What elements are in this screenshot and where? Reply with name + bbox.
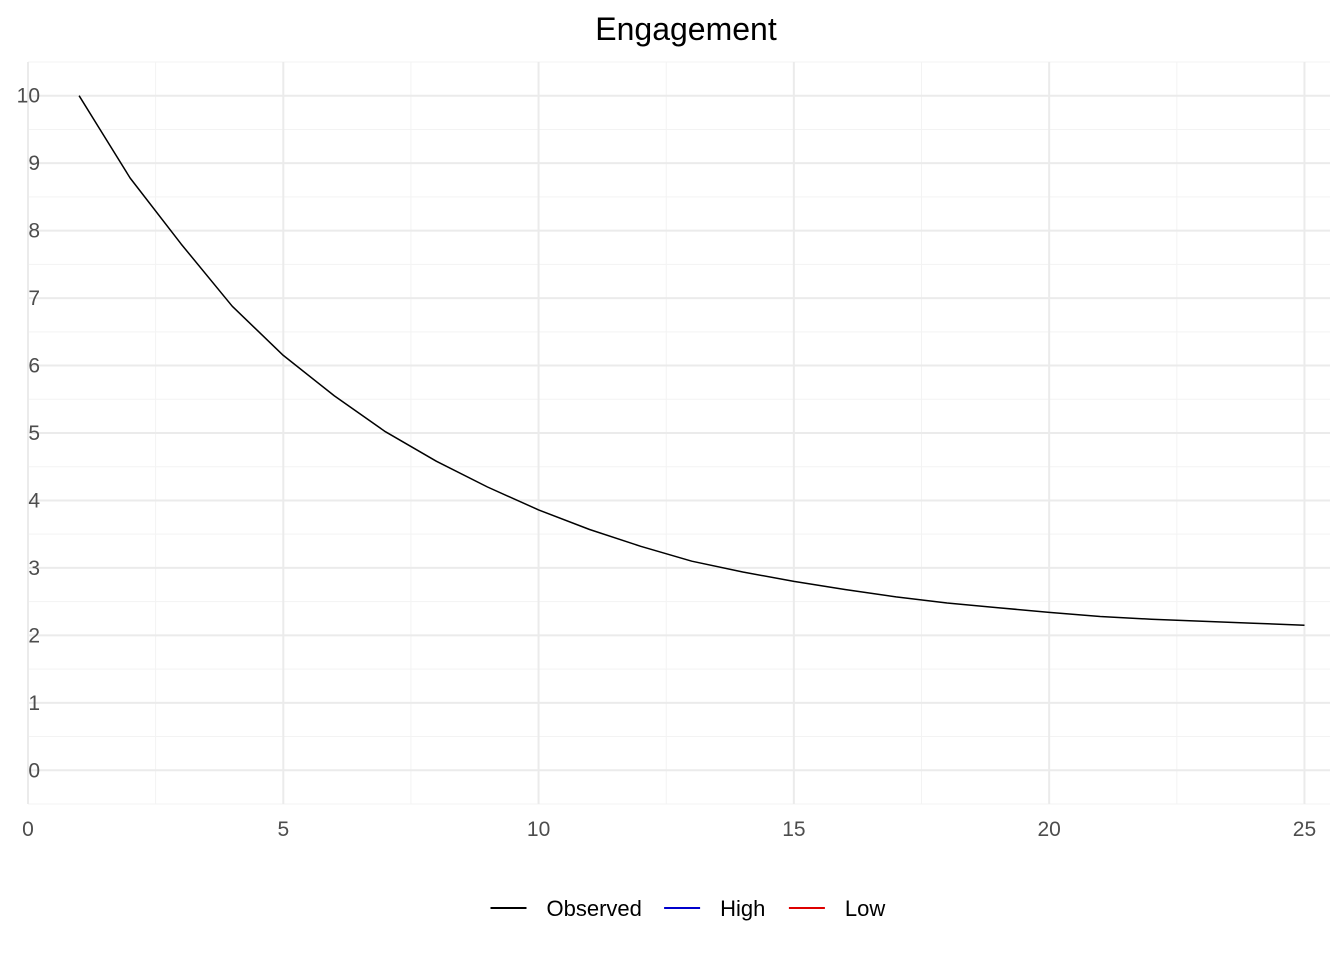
y-tick-label: 2 (28, 624, 40, 647)
legend-label-low: Low (845, 896, 885, 921)
x-tick-label: 20 (1037, 818, 1060, 841)
y-tick-label: 1 (28, 692, 40, 715)
x-tick-label: 0 (22, 818, 34, 841)
x-tick-label: 15 (782, 818, 805, 841)
y-tick-label: 3 (28, 557, 40, 580)
x-tick-label: 25 (1293, 818, 1316, 841)
y-tick-label: 7 (28, 287, 40, 310)
x-tick-label: 5 (277, 818, 289, 841)
x-tick-label: 10 (527, 818, 550, 841)
grid (27, 61, 1330, 805)
legend-label-observed: Observed (547, 896, 642, 921)
legend: Observed High Low (490, 896, 885, 921)
y-tick-label: 5 (28, 422, 40, 445)
chart-title: Engagement (595, 11, 777, 47)
y-tick-label: 9 (28, 152, 40, 175)
y-tick-label: 10 (17, 85, 40, 108)
y-tick-label: 4 (28, 489, 40, 512)
y-axis-ticks: 0 1 2 3 4 5 6 7 8 9 10 (17, 85, 41, 783)
x-axis-ticks: 0 5 10 15 20 25 (22, 818, 1316, 841)
legend-label-high: High (720, 896, 765, 921)
series-line-observed (78, 95, 1305, 626)
series-lines (78, 95, 1305, 626)
y-tick-label: 6 (28, 355, 40, 378)
y-tick-label: 8 (28, 220, 40, 243)
y-tick-label: 0 (28, 759, 40, 782)
